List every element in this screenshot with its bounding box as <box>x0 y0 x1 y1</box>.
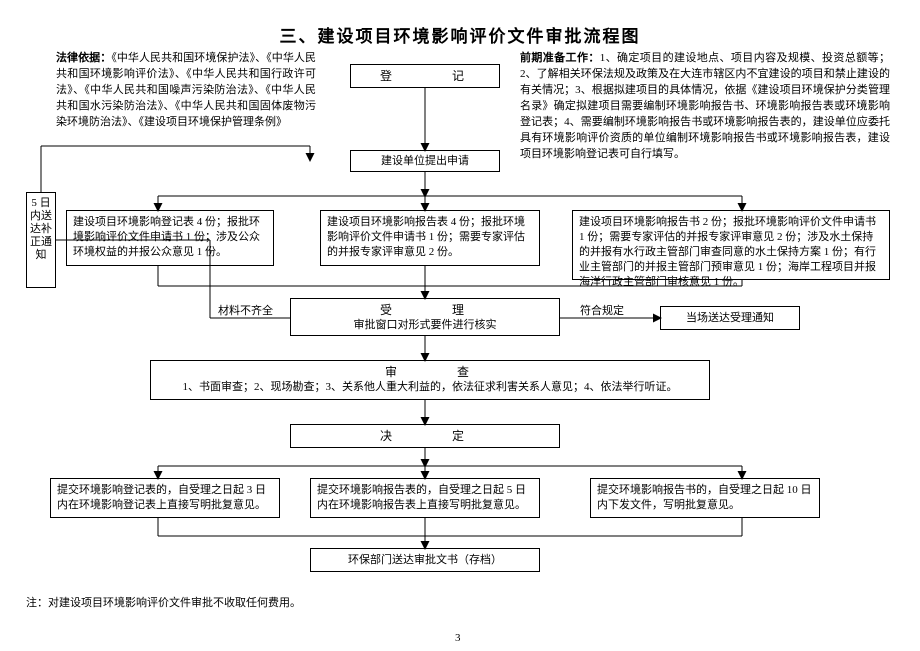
legal-label: 法律依据： <box>56 52 111 64</box>
legal-basis: 法律依据：《中华人民共和国环境保护法》、《中华人民共和国环境影响评价法》、《中华… <box>56 50 316 130</box>
review-sub: 1、书面审查；2、现场勘查；3、关系他人重大利益的，依法征求利害关系人意见；4、… <box>157 380 703 395</box>
accept-title: 受 理 <box>297 303 553 318</box>
node-apply: 建设单位提出申请 <box>350 150 500 172</box>
node-decide: 决 定 <box>290 424 560 448</box>
side-note-box: 5 日内送达补正通知 <box>26 192 56 288</box>
node-outC: 提交环境影响报告书的，自受理之日起 10 日内下发文件，写明批复意见。 <box>590 478 820 518</box>
prep-label: 前期准备工作： <box>520 52 600 64</box>
footnote: 注：对建设项目环境影响评价文件审批不收取任何费用。 <box>26 594 301 610</box>
node-accept: 受 理 审批窗口对形式要件进行核实 <box>290 298 560 336</box>
node-review: 审 查 1、书面审查；2、现场勘查；3、关系他人重大利益的，依法征求利害关系人意… <box>150 360 710 400</box>
edge-incomplete: 材料不齐全 <box>218 302 273 318</box>
edge-ok: 符合规定 <box>580 302 624 318</box>
node-deliver: 环保部门送达审批文书（存档） <box>310 548 540 572</box>
page-number: 3 <box>455 632 461 644</box>
node-docB: 建设项目环境影响报告表 4 份；报批环境影响评价文件申请书 1 份；需要专家评估… <box>320 210 540 266</box>
prep-text: 1、确定项目的建设地点、项目内容及规模、投资总额等；2、了解相关环保法规及政策及… <box>520 52 890 160</box>
page-title: 三、建设项目环境影响评价文件审批流程图 <box>0 22 920 47</box>
review-title: 审 查 <box>157 365 703 380</box>
node-docA: 建设项目环境影响登记表 4 份；报批环境影响评价文件申请书 1 份；涉及公众环境… <box>66 210 274 266</box>
side-note-text: 5 日内送达补正通知 <box>29 197 53 262</box>
node-outA: 提交环境影响登记表的，自受理之日起 3 日内在环境影响登记表上直接写明批复意见。 <box>50 478 280 518</box>
node-register: 登 记 <box>350 64 500 88</box>
node-outB: 提交环境影响报告表的，自受理之日起 5 日内在环境影响报告表上直接写明批复意见。 <box>310 478 540 518</box>
prep-work: 前期准备工作：1、确定项目的建设地点、项目内容及规模、投资总额等；2、了解相关环… <box>520 50 890 162</box>
node-notify: 当场送达受理通知 <box>660 306 800 330</box>
accept-sub: 审批窗口对形式要件进行核实 <box>297 318 553 333</box>
node-docC: 建设项目环境影响报告书 2 份；报批环境影响评价文件申请书 1 份；需要专家评估… <box>572 210 890 280</box>
